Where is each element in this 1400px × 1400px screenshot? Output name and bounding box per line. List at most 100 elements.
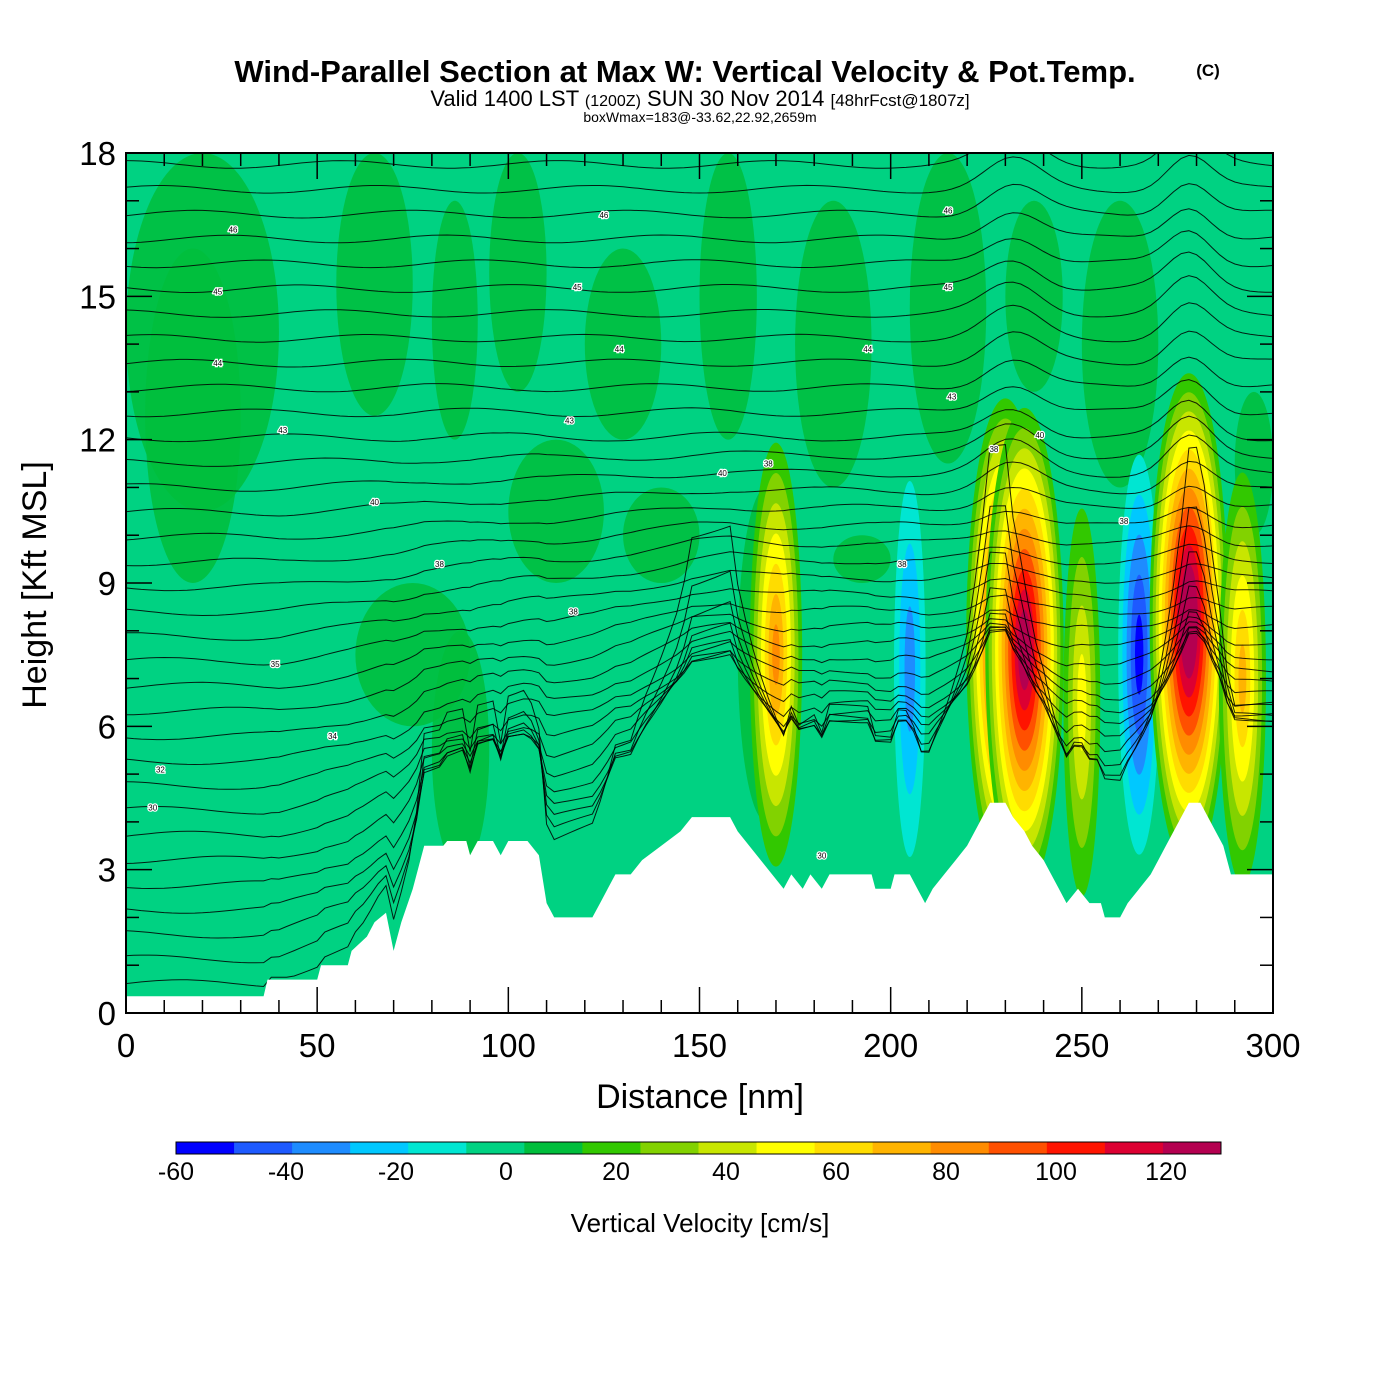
subtitle-date: SUN 30 Nov 2014 (647, 86, 824, 111)
contour-label-15: 38 (569, 608, 578, 617)
isentrope-line-31 (126, 183, 1273, 219)
isentrope-line-28 (126, 251, 1273, 293)
contour-label-21: 38 (898, 560, 907, 569)
velocity-cell-6 (1149, 373, 1229, 870)
y-axis-tick-labels: 0 3 6 9 12 15 18 (79, 135, 116, 1032)
contour-label-13: 43 (565, 417, 574, 426)
isentrope-line-21 (126, 415, 1273, 467)
colorbar (175, 1141, 1222, 1155)
chart-subtitle: Valid 1400 LST (1200Z) SUN 30 Nov 2014 [… (430, 86, 969, 111)
isentrope-line-2 (126, 551, 1273, 939)
x-tick-label-200: 200 (863, 1027, 918, 1064)
isentrope-line-32 (126, 154, 1273, 194)
isentrope-line-22 (126, 399, 1273, 443)
field-patch-3 (431, 200, 478, 440)
subtitle-forecast: [48hrFcst@1807z] (830, 91, 969, 110)
colorbar-label: Vertical Velocity [cm/s] (571, 1208, 830, 1238)
isentrope-line-4 (126, 611, 1273, 890)
isentrope-line-1 (126, 505, 1273, 964)
field-patch-2 (336, 153, 413, 416)
isentrope-line-10 (126, 616, 1273, 741)
colorbar-swatch-10 (756, 1142, 816, 1154)
colorbar-swatch-5 (466, 1142, 525, 1154)
colorbar-swatch-9 (698, 1142, 758, 1154)
colorbar-tick-labels: -60 -40 -20 0 20 40 60 80 100 120 (158, 1158, 1187, 1186)
y-tick-label-9: 9 (98, 565, 116, 602)
velocity-cell-0 (749, 442, 803, 867)
isentrope-line-20 (126, 434, 1273, 492)
isentrope-line-13 (126, 577, 1273, 666)
colorbar-tick-label-0: 0 (499, 1158, 513, 1186)
colorbar-swatch-16 (1104, 1142, 1164, 1154)
plot-area: 46 45 44 43 40 38 35 34 32 30 46 45 44 43 40 38 38 46 45 44… (126, 153, 1273, 1013)
y-tick-label-15: 15 (79, 278, 116, 315)
contour-label-12: 44 (615, 345, 624, 354)
field-patch-6 (699, 153, 757, 440)
x-tick-label-300: 300 (1245, 1027, 1300, 1064)
contour-label-2: 44 (213, 359, 222, 368)
colorbar-frame (175, 1141, 1222, 1155)
contour-label-18: 45 (944, 283, 953, 292)
colorbar-tick-label-40: 40 (712, 1158, 740, 1186)
contour-label-1: 45 (213, 288, 222, 297)
x-tick-label-0: 0 (117, 1027, 135, 1064)
field-patch-14 (431, 630, 490, 870)
colorbar-swatch-0 (176, 1142, 235, 1154)
field-patch-5 (584, 248, 662, 440)
y-tick-label-12: 12 (79, 422, 116, 459)
y-axis-label: Height [Kft MSL] (16, 461, 54, 709)
colorbar-swatch-15 (1046, 1142, 1106, 1154)
field-patch-4 (489, 153, 547, 392)
contour-label-10: 46 (599, 211, 608, 220)
contour-label-5: 38 (435, 560, 444, 569)
colorbar-tick-label--40: -40 (268, 1158, 304, 1186)
colorbar-swatch-1 (234, 1142, 293, 1154)
x-tick-label-150: 150 (672, 1027, 727, 1064)
colorbar-swatch-6 (524, 1142, 583, 1154)
isentrope-line-0 (126, 444, 1273, 988)
chart-title: Wind-Parallel Section at Max W: Vertical… (234, 54, 1135, 89)
isentrope-line-29 (126, 230, 1273, 269)
contour-label-24: 38 (1119, 517, 1128, 526)
colorbar-swatch-13 (930, 1142, 990, 1154)
colorbar-swatch-3 (350, 1142, 409, 1154)
contour-label-20: 43 (947, 393, 956, 402)
isentrope-line-14 (126, 563, 1273, 641)
contour-label-6: 35 (271, 660, 280, 669)
contour-label-11: 45 (573, 283, 582, 292)
isentrope-line-6 (126, 630, 1273, 838)
colorbar-tick-label-100: 100 (1035, 1158, 1077, 1186)
colorbar-tick-label-80: 80 (932, 1158, 960, 1186)
isentrope-line-17 (126, 506, 1273, 567)
contour-label-8: 32 (156, 765, 165, 774)
isentrope-line-30 (126, 208, 1273, 244)
colorbar-swatch-4 (408, 1142, 467, 1154)
wmax-annotation: boxWmax=183@-33.62,22.92,2659m (583, 109, 816, 125)
field-patch-16 (1081, 200, 1159, 488)
isentrope-line-5 (126, 626, 1273, 864)
x-axis-ticks (125, 153, 1274, 1013)
contour-label-0: 46 (229, 225, 238, 234)
contour-label-14: 40 (718, 469, 727, 478)
contour-label-3: 43 (278, 426, 287, 435)
contour-label-17: 46 (944, 206, 953, 215)
velocity-cell-7 (1218, 472, 1267, 885)
contour-label-25: 30 (817, 851, 826, 860)
field-patch-8 (909, 153, 987, 464)
isentrope-line-16 (126, 525, 1273, 592)
x-axis-label: Distance [nm] (596, 1078, 804, 1116)
isentrope-line-8 (126, 626, 1273, 790)
velocity-field (126, 153, 1273, 897)
isentrope-line-12 (126, 594, 1273, 689)
contour-label-22: 38 (989, 445, 998, 454)
field-patch-11 (623, 487, 700, 583)
terrain-mask (126, 802, 1273, 1013)
y-tick-label-18: 18 (79, 135, 116, 172)
velocity-cell-0-level-7 (772, 624, 780, 685)
contour-label-19: 44 (863, 345, 872, 354)
y-tick-label-6: 6 (98, 708, 116, 745)
colorbar-swatch-12 (872, 1142, 932, 1154)
isentrope-line-27 (126, 275, 1273, 318)
colorbar-tick-label--60: -60 (158, 1158, 194, 1186)
field-patch-10 (508, 439, 604, 583)
